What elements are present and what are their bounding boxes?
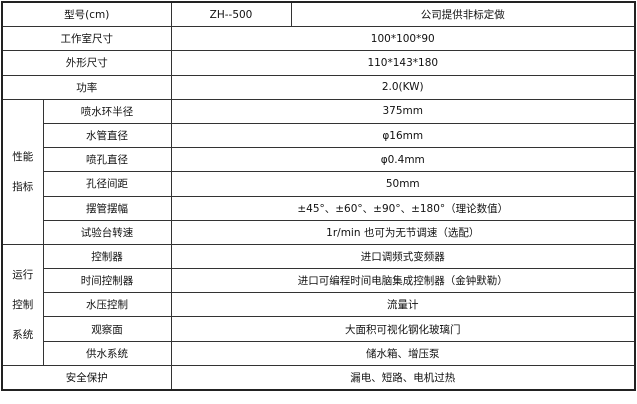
row-value: 2.0(KW) — [170, 74, 636, 100]
row-value: 375mm — [170, 98, 636, 124]
row-value: 110*143*180 — [170, 50, 636, 76]
row-label: 摆管摆幅 — [42, 195, 172, 221]
row-value: 储水箱、增压泵 — [170, 340, 636, 366]
table-row: 型号(cm) ZH--500 公司提供非标定做 — [1, 1, 636, 28]
table-row: 供水系统 储水箱、增压泵 — [2, 340, 636, 366]
safety-label: 安全保护 — [1, 364, 172, 391]
group-label-line: 系统 — [12, 328, 34, 341]
row-label: 工作室尺寸 — [1, 26, 172, 52]
table-row: 外形尺寸 110*143*180 — [1, 50, 636, 76]
row-value: φ16mm — [170, 122, 636, 149]
table-row: 观察面 大面积可视化钢化玻璃门 — [2, 316, 636, 342]
table-row: 孔径间距 50mm — [2, 171, 636, 197]
row-value: 50mm — [170, 171, 636, 197]
group-label-line: 指标 — [12, 180, 34, 193]
group-label-line: 性能 — [12, 150, 34, 163]
model-value: ZH--500 — [170, 1, 292, 28]
row-label: 喷水环半径 — [42, 98, 172, 124]
table-row: 时间控制器 进口可编程时间电脑集成控制器（金钟默勒） — [2, 268, 636, 294]
row-label: 水压控制 — [42, 292, 172, 318]
row-value: 1r/min 也可为无节调速（选配） — [170, 219, 636, 245]
row-value: 进口调频式变频器 — [170, 243, 636, 270]
group-label-line: 运行 — [12, 268, 34, 281]
table-row: 喷孔直径 φ0.4mm — [2, 147, 636, 173]
custom-note: 公司提供非标定做 — [290, 1, 636, 28]
performance-group-label: 性能 指标 — [1, 98, 44, 245]
row-label: 时间控制器 — [42, 268, 172, 294]
model-label: 型号(cm) — [1, 1, 172, 28]
spec-table: 型号(cm) ZH--500 公司提供非标定做 工作室尺寸 100*100*90… — [1, 1, 636, 391]
row-label: 外形尺寸 — [1, 50, 172, 76]
row-label: 孔径间距 — [42, 171, 172, 197]
table-row: 运行控制系统 控制器 进口调频式变频器 — [1, 243, 636, 366]
row-value: 流量计 — [170, 292, 636, 318]
row-label: 控制器 — [42, 243, 172, 270]
row-value: φ0.4mm — [170, 147, 636, 173]
row-label: 水管直径 — [42, 122, 172, 149]
row-value: ±45°、±60°、±90°、±180°（理论数值） — [170, 195, 636, 221]
table-row: 水管直径 φ16mm — [2, 122, 636, 149]
row-value: 100*100*90 — [170, 26, 636, 52]
group-label-line: 控制 — [12, 298, 34, 311]
row-label: 供水系统 — [42, 340, 172, 366]
table-row: 工作室尺寸 100*100*90 — [1, 26, 636, 52]
table-row: 性能指标 喷水环半径 375mm — [1, 98, 636, 245]
table-row: 安全保护 漏电、短路、电机过热 — [1, 364, 636, 391]
row-label: 功率 — [1, 74, 172, 100]
row-value: 进口可编程时间电脑集成控制器（金钟默勒） — [170, 268, 636, 294]
table-row: 功率 2.0(KW) — [1, 74, 636, 100]
row-label: 试验台转速 — [42, 219, 172, 245]
row-value: 大面积可视化钢化玻璃门 — [170, 316, 636, 342]
control-group-label: 运行 控制 系统 — [1, 243, 44, 366]
table-row: 试验台转速 1r/min 也可为无节调速（选配） — [2, 219, 636, 245]
row-label: 喷孔直径 — [42, 147, 172, 173]
table-row: 摆管摆幅 ±45°、±60°、±90°、±180°（理论数值） — [2, 195, 636, 221]
row-label: 观察面 — [42, 316, 172, 342]
table-row: 水压控制 流量计 — [2, 292, 636, 318]
safety-value: 漏电、短路、电机过热 — [170, 364, 636, 391]
